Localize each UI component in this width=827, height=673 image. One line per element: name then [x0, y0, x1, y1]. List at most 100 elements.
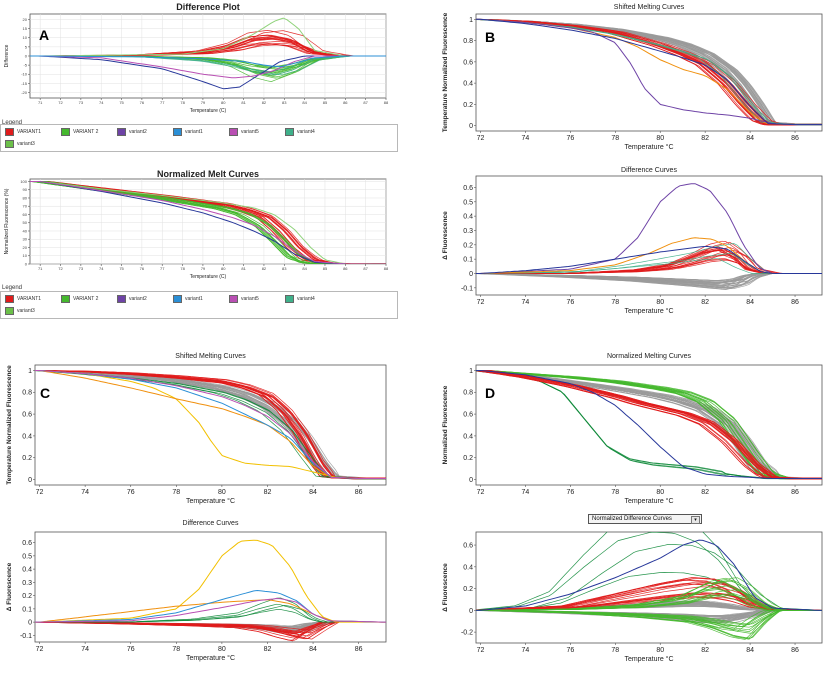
dropdown-label: Normalized Difference Curves — [592, 516, 672, 522]
x-tick-label: 85 — [323, 100, 328, 105]
legend-label: VARIANT1 — [17, 128, 42, 135]
legend-label: variant4 — [297, 295, 315, 302]
y-axis-label: Δ Fluorescence — [6, 562, 13, 611]
legend-swatch — [61, 294, 70, 303]
x-tick-label: 72 — [58, 100, 63, 105]
y-tick-label: 0 — [28, 620, 32, 627]
x-tick-label: 78 — [611, 489, 619, 496]
y-tick-label: 0.6 — [22, 540, 32, 547]
series-line-green — [476, 370, 822, 479]
y-tick-label: 0.4 — [463, 564, 473, 571]
x-tick-label: 82 — [262, 266, 267, 271]
legend-label: variant4 — [297, 128, 315, 135]
panel-letter: B — [485, 29, 495, 45]
y-tick-label: 20 — [23, 17, 28, 22]
series-line-navy — [476, 18, 822, 126]
x-tick-label: 82 — [264, 489, 272, 496]
legend-label: VARIANT 2 — [73, 295, 99, 302]
series-line-magenta — [30, 181, 386, 264]
y-tick-label: 0.2 — [463, 586, 473, 593]
y-tick-label: 30 — [23, 237, 28, 242]
chart-title: Difference Plot — [176, 2, 240, 12]
x-tick-label: 80 — [656, 647, 664, 654]
y-tick-label: 10 — [23, 253, 28, 258]
y-tick-label: 0 — [469, 477, 473, 484]
y-tick-label: -10 — [21, 72, 28, 77]
series-line-gray — [476, 273, 822, 288]
x-tick-label: 72 — [477, 489, 485, 496]
series-group — [30, 17, 386, 90]
legend-label: variant5 — [241, 295, 259, 302]
legend-item: VARIANT 2 — [61, 127, 98, 136]
y-tick-label: -0.1 — [20, 633, 32, 640]
x-tick-label: 73 — [79, 266, 84, 271]
x-tick-label: 79 — [201, 266, 206, 271]
x-tick-label: 83 — [282, 266, 287, 271]
series-line-magenta — [35, 370, 386, 479]
y-tick-label: 80 — [23, 195, 28, 200]
y-tick-label: 0 — [469, 123, 473, 130]
x-tick-label: 86 — [791, 647, 799, 654]
legend-box: VARIANT1 VARIANT 2 variant2 variant1 variant… — [0, 291, 398, 319]
x-tick-label: 82 — [262, 100, 267, 105]
legend-swatch — [117, 127, 126, 136]
x-tick-label: 74 — [99, 100, 104, 105]
x-tick-label: 72 — [58, 266, 63, 271]
series-line-magenta — [35, 597, 386, 623]
y-tick-label: -0.2 — [461, 630, 473, 637]
x-tick-label: 78 — [172, 646, 180, 653]
x-tick-label: 72 — [477, 647, 485, 654]
y-tick-label: 0.4 — [463, 214, 473, 221]
x-tick-label: 76 — [566, 299, 574, 306]
legend-item: VARIANT 2 — [61, 294, 99, 303]
legend-item: variant2 — [117, 127, 147, 136]
legend-swatch — [5, 127, 14, 136]
legend-item: variant2 — [117, 294, 147, 303]
panel-letter: C — [40, 385, 50, 401]
y-tick-label: 70 — [23, 204, 28, 209]
series-line-red — [476, 370, 822, 479]
legend-swatch — [285, 294, 294, 303]
x-axis-label: Temperature °C — [186, 497, 235, 505]
y-tick-label: 0.6 — [463, 412, 473, 419]
chart-title: Difference Curves — [183, 520, 239, 527]
x-tick-label: 77 — [160, 100, 165, 105]
x-tick-label: 75 — [119, 266, 124, 271]
x-tick-label: 86 — [343, 100, 348, 105]
x-axis-label: Temperature °C — [186, 654, 235, 662]
chart-title: Normalized Melting Curves — [607, 353, 692, 360]
y-tick-label: 0.5 — [22, 553, 32, 560]
legend-label: variant2 — [129, 128, 147, 135]
chart-title: Shifted Melting Curves — [175, 353, 246, 360]
x-tick-label: 80 — [221, 266, 226, 271]
difference-curves-dropdown[interactable]: Normalized Difference Curves ▾ — [588, 514, 702, 524]
chart-c-shifted-melting-curves: 72 74 76 78 80 82 84 86 0 0.2 0.4 0.6 0.8 1 Shifted Me… — [6, 353, 387, 505]
series-line-green — [476, 610, 822, 627]
series-group — [476, 370, 822, 480]
x-tick-label: 80 — [218, 489, 226, 496]
y-tick-label: 0.8 — [22, 390, 32, 397]
x-tick-label: 84 — [302, 100, 307, 105]
x-tick-label: 86 — [355, 489, 363, 496]
y-tick-label: 0.6 — [463, 185, 473, 192]
legend-swatch — [61, 127, 70, 136]
series-line-purple — [476, 183, 822, 274]
x-tick-label: 84 — [746, 135, 754, 142]
legend-swatch — [5, 306, 14, 315]
x-tick-label: 84 — [309, 646, 317, 653]
x-tick-label: 82 — [701, 489, 709, 496]
y-tick-label: 0 — [469, 271, 473, 278]
y-axis-label: Temperature Normalized Fluorescence — [442, 12, 449, 132]
x-tick-label: 84 — [302, 266, 307, 271]
y-tick-label: -20 — [21, 90, 28, 95]
legend-title: Legend — [2, 120, 23, 126]
x-axis-label: Temperature °C — [624, 307, 673, 315]
legend-swatch — [173, 294, 182, 303]
y-tick-label: 0 — [28, 477, 32, 484]
y-tick-label: 10 — [23, 35, 28, 40]
x-tick-label: 74 — [522, 489, 530, 496]
legend-item: VARIANT1 — [5, 127, 42, 136]
series-line-darkgreen — [35, 609, 386, 623]
chevron-down-icon[interactable]: ▾ — [691, 516, 700, 524]
x-tick-label: 76 — [127, 646, 135, 653]
